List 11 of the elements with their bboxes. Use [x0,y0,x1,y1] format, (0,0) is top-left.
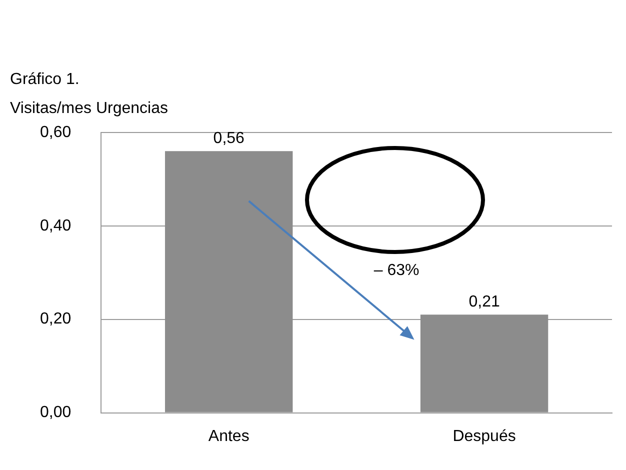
chart-title: Gráfico 1. [10,71,80,88]
data-label: 0,56 [213,130,245,148]
annotation: – 63% [374,262,420,279]
chart-subtitle: Visitas/mes Urgencias [10,100,168,118]
data-label: 0,21 [468,294,500,311]
y-tick-label: 0,40 [40,217,72,234]
y-tick-label: 0,00 [40,404,72,422]
y-tick-label: 0,60 [40,124,72,141]
x-tick-label: Después [452,428,516,445]
x-tick-label: Antes [208,428,250,445]
y-tick-label: 0,20 [40,310,72,328]
